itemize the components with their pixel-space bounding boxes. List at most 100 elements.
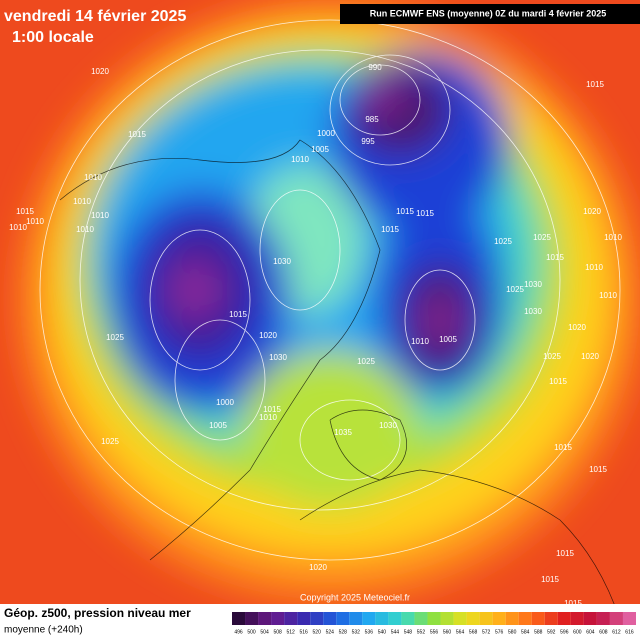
isobar-label: 1010 <box>599 291 617 300</box>
isobar-label: 1010 <box>73 197 91 206</box>
colorbar-tick-label: 556 <box>430 629 439 635</box>
colorbar-tick-label: 604 <box>586 629 595 635</box>
isobar-label: 1015 <box>263 405 281 414</box>
isobar-label: 1010 <box>291 155 309 164</box>
isobar-label: 1000 <box>216 398 234 407</box>
isobar-label: 1015 <box>229 310 247 319</box>
isobar-label: 1020 <box>583 207 601 216</box>
isobar-label: 1010 <box>9 223 27 232</box>
colorbar-tick-label: 592 <box>547 629 556 635</box>
colorbar-tick-label: 584 <box>521 629 530 635</box>
colorbar-tick-label: 548 <box>404 629 413 635</box>
isobar-label: 1030 <box>379 421 397 430</box>
isobar-label: 1015 <box>128 130 146 139</box>
colorbar-tick-label: 540 <box>378 629 387 635</box>
colorbar-swatch <box>336 612 350 625</box>
isobar-label: 1005 <box>311 145 329 154</box>
isobar-label: 1005 <box>209 421 227 430</box>
isobar-label: 1015 <box>546 253 564 262</box>
colorbar-swatch <box>583 612 597 625</box>
isobar-label: 1005 <box>439 335 457 344</box>
isobar-label: 1030 <box>524 280 542 289</box>
isobar-label: 1025 <box>533 233 551 242</box>
isobar-label: 1010 <box>91 211 109 220</box>
isobar-label: 1015 <box>556 549 574 558</box>
colorbar-swatch <box>440 612 454 625</box>
isobar-label: 1030 <box>269 353 287 362</box>
isobar-label: 1035 <box>334 428 352 437</box>
isobar-label: 995 <box>361 137 375 146</box>
colorbar-swatch <box>453 612 467 625</box>
isobar-label: 1030 <box>273 257 291 266</box>
isobar-label: 1010 <box>84 173 102 182</box>
colorbar-swatch <box>258 612 272 625</box>
colorbar-tick-label: 496 <box>234 629 243 635</box>
run-box <box>340 4 640 24</box>
isobars <box>39 19 621 561</box>
isobar-label: 1010 <box>604 233 622 242</box>
colorbar-swatch <box>596 612 610 625</box>
colorbar-swatch <box>297 612 311 625</box>
isobar-label: 1010 <box>585 263 603 272</box>
date: vendredi 14 février 2025 <box>4 8 186 25</box>
colorbar: 496 500 504 508 512 516 520 524 528 532 536 540 544 5… <box>232 612 636 635</box>
colorbar-tick-label: 532 <box>352 629 361 635</box>
isobar-label: 1030 <box>524 307 542 316</box>
colorbar-tick-label: 516 <box>300 629 309 635</box>
isobar-label: 1015 <box>381 225 399 234</box>
colorbar-tick-label: 544 <box>391 629 400 635</box>
isobar-label: 1020 <box>309 563 327 572</box>
colorbar-tick-label: 576 <box>495 629 504 635</box>
isobar-label: 1025 <box>357 357 375 366</box>
isobar-label: 1025 <box>543 352 561 361</box>
colorbar-tick-label: 588 <box>534 629 543 635</box>
isobar-label: 990 <box>368 63 382 72</box>
colorbar-tick-label: 528 <box>339 629 348 635</box>
colorbar-swatch <box>388 612 402 625</box>
isobar-label: 1015 <box>16 207 34 216</box>
isobar-label: 1020 <box>259 331 277 340</box>
isobar-label: 1000 <box>317 129 335 138</box>
colorbar-swatch <box>232 612 246 625</box>
colorbar-swatch <box>427 612 441 625</box>
colorbar-tick-label: 560 <box>443 629 452 635</box>
colorbar-swatch <box>414 612 428 625</box>
colorbar-tick-label: 600 <box>573 629 582 635</box>
colorbar-swatch <box>557 612 571 625</box>
colorbar-swatch <box>284 612 298 625</box>
isobar-label: 1025 <box>101 437 119 446</box>
isobar-label: 1015 <box>589 465 607 474</box>
isobar-label: 1010 <box>411 337 429 346</box>
colorbar-tick-label: 552 <box>417 629 426 635</box>
colorbar-swatch <box>479 612 493 625</box>
colorbar-tick-label: 564 <box>456 629 465 635</box>
colorbar-tick-label: 612 <box>612 629 621 635</box>
colorbar-swatch <box>505 612 519 625</box>
isobar-label: 1015 <box>564 599 582 608</box>
coastlines <box>59 139 621 621</box>
colorbar-swatch <box>570 612 584 625</box>
colorbar-swatch <box>544 612 558 625</box>
colorbar-swatch <box>375 612 389 625</box>
isobar-label: 1015 <box>586 80 604 89</box>
isobar-label: 1025 <box>106 333 124 342</box>
footer-title: Géop. z500, pression niveau mer <box>4 606 191 620</box>
colorbar-tick-label: 608 <box>599 629 608 635</box>
colorbar-tick-label: 524 <box>326 629 335 635</box>
colorbar-tick-label: 500 <box>247 629 256 635</box>
colorbar-swatch <box>609 612 623 625</box>
isobar-label: 1010 <box>259 413 277 422</box>
colorbar-swatch <box>466 612 480 625</box>
colorbar-tick-label: 596 <box>560 629 569 635</box>
colorbar-tick-label: 568 <box>469 629 478 635</box>
colorbar-swatch <box>401 612 415 625</box>
isobar-label: 1025 <box>494 237 512 246</box>
isobar-label: 1015 <box>416 209 434 218</box>
colorbar-swatch <box>362 612 376 625</box>
colorbar-tick-label: 580 <box>508 629 517 635</box>
colorbar-swatch <box>271 612 285 625</box>
colorbar-swatch <box>349 612 363 625</box>
time: 1:00 locale <box>12 29 94 46</box>
